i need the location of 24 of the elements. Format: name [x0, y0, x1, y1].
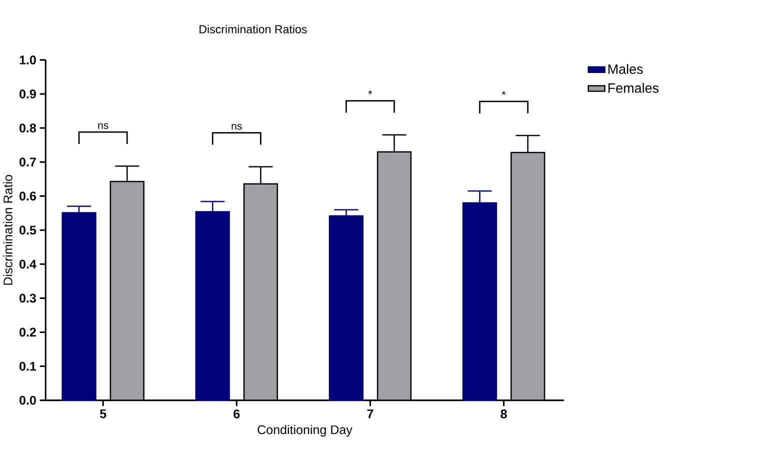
y-tick-label: 0.0 [20, 396, 36, 405]
legend-label: Females [608, 82, 659, 93]
annotation: ns [98, 123, 108, 130]
x-tick-label: 5 [100, 410, 106, 418]
annotation: * [502, 91, 506, 95]
y-tick-label: 0.8 [20, 124, 36, 133]
y-tick-label: 0.4 [20, 260, 36, 269]
y-tick-label: 0.1 [20, 362, 36, 371]
y-tick-label: 1.0 [20, 56, 36, 64]
y-tick-label: 0.7 [20, 158, 36, 167]
legend-label: Males [608, 64, 643, 74]
x-tick-label: 6 [234, 410, 240, 418]
x-axis-title: Conditioning Day [258, 425, 352, 437]
y-tick-label: 0.6 [20, 192, 36, 201]
x-tick-label: 7 [367, 410, 374, 418]
y-tick-label: 0.3 [20, 294, 36, 303]
annotation: * [368, 90, 372, 94]
chart-title: Discrimination Ratios [200, 24, 307, 34]
annotation: ns [232, 124, 242, 130]
y-tick-label: 0.9 [20, 90, 36, 98]
y-tick-label: 0.2 [20, 328, 36, 337]
y-axis-title: Discrimination Ratio [3, 175, 12, 285]
x-tick-label: 8 [500, 410, 507, 418]
y-tick-label: 0.5 [20, 226, 36, 235]
